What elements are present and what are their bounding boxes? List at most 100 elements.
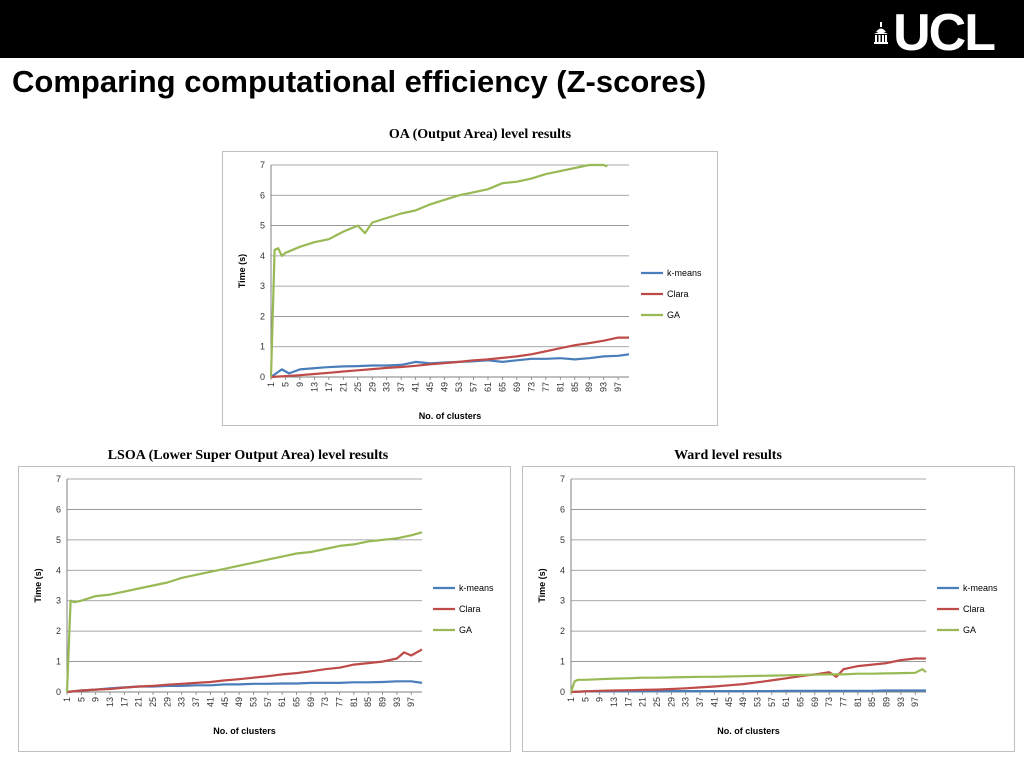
lsoa-x-axis-title: No. of clusters	[213, 726, 276, 736]
oa-y-tick-6: 6	[260, 190, 265, 200]
oa-x-tick-3: 13	[309, 382, 319, 392]
ward-y-tick-4: 4	[560, 565, 565, 575]
lsoa-y-tick-4: 4	[56, 565, 61, 575]
ucl-logo: UCL	[873, 4, 996, 62]
ward-x-tick-17: 69	[810, 697, 820, 707]
lsoa-legend-label-clara: Clara	[459, 604, 481, 614]
lsoa-x-tick-21: 85	[363, 697, 373, 707]
oa-x-tick-7: 29	[367, 382, 377, 392]
lsoa-y-tick-6: 6	[56, 504, 61, 514]
oa-x-tick-18: 73	[526, 382, 536, 392]
oa-x-tick-12: 49	[440, 382, 450, 392]
lsoa-x-tick-2: 9	[91, 697, 101, 702]
lsoa-x-tick-9: 37	[191, 697, 201, 707]
oa-x-tick-17: 69	[512, 382, 522, 392]
lsoa-x-tick-24: 97	[406, 697, 416, 707]
lsoa-y-tick-1: 1	[56, 657, 61, 667]
lsoa-x-tick-6: 25	[148, 697, 158, 707]
lsoa-x-tick-10: 41	[205, 697, 215, 707]
lsoa-x-tick-4: 17	[119, 697, 129, 707]
lsoa-x-tick-18: 73	[320, 697, 330, 707]
oa-x-tick-14: 57	[469, 382, 479, 392]
lsoa-x-tick-8: 33	[177, 697, 187, 707]
ward-x-tick-12: 49	[738, 697, 748, 707]
ward-y-tick-2: 2	[560, 626, 565, 636]
oa-legend-label-clara: Clara	[667, 289, 689, 299]
ward-x-tick-23: 93	[896, 697, 906, 707]
oa-x-tick-8: 33	[382, 382, 392, 392]
ward-y-axis-title: Time (s)	[537, 568, 547, 602]
oa-x-tick-22: 89	[584, 382, 594, 392]
oa-x-tick-23: 93	[599, 382, 609, 392]
lsoa-legend-label-k-means: k-means	[459, 583, 494, 593]
header-bar: UCL	[0, 0, 1024, 62]
caption-oa: OA (Output Area) level results	[388, 127, 572, 142]
lsoa-y-tick-2: 2	[56, 626, 61, 636]
ward-y-tick-7: 7	[560, 474, 565, 484]
lsoa-y-axis-title: Time (s)	[33, 568, 43, 602]
caption-ward: Ward level results	[674, 448, 782, 463]
chart-ward: 0 1 2 3 4 5 6 7 1 5 9 13 17 21 25 29 33 37 41 45 49 53 57 61 65 6…	[522, 466, 1015, 752]
lsoa-series-ga-line	[65, 531, 423, 693]
lsoa-legend-label-ga: GA	[459, 625, 472, 635]
lsoa-y-tick-5: 5	[56, 535, 61, 545]
lsoa-x-tick-3: 13	[105, 697, 115, 707]
logo-text: UCL	[893, 4, 996, 62]
oa-x-tick-9: 37	[396, 382, 406, 392]
ward-x-tick-14: 57	[767, 697, 777, 707]
oa-x-tick-24: 97	[613, 382, 623, 392]
ward-x-tick-7: 29	[666, 697, 676, 707]
ward-y-tick-1: 1	[560, 657, 565, 667]
lsoa-x-tick-17: 69	[306, 697, 316, 707]
oa-x-tick-5: 21	[338, 382, 348, 392]
ward-x-tick-22: 89	[882, 697, 892, 707]
oa-y-tick-0: 0	[260, 372, 265, 382]
lsoa-x-tick-20: 81	[349, 697, 359, 707]
oa-x-tick-0: 1	[266, 382, 276, 387]
ward-x-tick-8: 33	[681, 697, 691, 707]
lsoa-x-tick-16: 65	[291, 697, 301, 707]
ward-y-tick-5: 5	[560, 535, 565, 545]
ward-y-tick-0: 0	[560, 687, 565, 697]
ward-x-tick-6: 25	[652, 697, 662, 707]
ward-series-clara-line	[570, 657, 926, 694]
ward-legend-label-clara: Clara	[963, 604, 985, 614]
ward-x-tick-1: 5	[580, 697, 590, 702]
ward-x-tick-16: 65	[795, 697, 805, 707]
oa-series-ga-line	[269, 163, 608, 378]
oa-x-tick-10: 41	[411, 382, 421, 392]
ward-legend-label-ga: GA	[963, 625, 976, 635]
oa-x-tick-13: 53	[454, 382, 464, 392]
lsoa-x-tick-5: 21	[134, 697, 144, 707]
ward-y-tick-6: 6	[560, 504, 565, 514]
ward-x-tick-24: 97	[910, 697, 920, 707]
lsoa-y-tick-0: 0	[56, 687, 61, 697]
ward-series-k-means-line	[570, 689, 926, 694]
ward-y-tick-3: 3	[560, 596, 565, 606]
oa-x-tick-4: 17	[324, 382, 334, 392]
ward-series-ga-line	[569, 668, 927, 693]
lsoa-x-tick-19: 77	[335, 697, 345, 707]
oa-y-tick-5: 5	[260, 221, 265, 231]
lsoa-x-tick-1: 5	[76, 697, 86, 702]
ward-x-tick-11: 45	[724, 697, 734, 707]
oa-x-tick-2: 9	[295, 382, 305, 387]
caption-lsoa: LSOA (Lower Super Output Area) level res…	[107, 448, 389, 463]
oa-y-tick-3: 3	[260, 281, 265, 291]
ward-x-tick-20: 81	[853, 697, 863, 707]
lsoa-x-tick-13: 53	[248, 697, 258, 707]
lsoa-y-tick-7: 7	[56, 474, 61, 484]
ward-x-tick-10: 41	[709, 697, 719, 707]
oa-y-tick-2: 2	[260, 311, 265, 321]
ward-legend-label-k-means: k-means	[963, 583, 998, 593]
oa-x-axis-title: No. of clusters	[419, 411, 482, 421]
ward-x-tick-2: 9	[595, 697, 605, 702]
oa-x-tick-16: 65	[497, 382, 507, 392]
lsoa-x-tick-14: 57	[263, 697, 273, 707]
ward-x-tick-18: 73	[824, 697, 834, 707]
oa-x-tick-20: 81	[555, 382, 565, 392]
oa-legend-label-k-means: k-means	[667, 268, 702, 278]
lsoa-series-k-means-line	[66, 680, 423, 694]
lsoa-x-tick-15: 61	[277, 697, 287, 707]
